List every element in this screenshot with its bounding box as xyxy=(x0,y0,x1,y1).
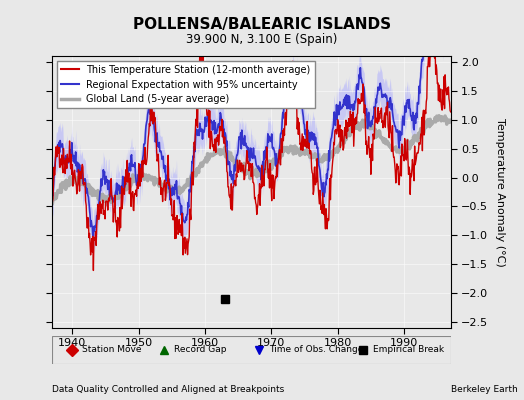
Text: Berkeley Earth: Berkeley Earth xyxy=(451,385,517,394)
Text: Empirical Break: Empirical Break xyxy=(373,346,444,354)
Y-axis label: Temperature Anomaly (°C): Temperature Anomaly (°C) xyxy=(495,118,505,266)
Text: 39.900 N, 3.100 E (Spain): 39.900 N, 3.100 E (Spain) xyxy=(187,33,337,46)
Text: Station Move: Station Move xyxy=(82,346,142,354)
Text: Time of Obs. Change: Time of Obs. Change xyxy=(269,346,364,354)
Legend: This Temperature Station (12-month average), Regional Expectation with 95% uncer: This Temperature Station (12-month avera… xyxy=(57,61,314,108)
Text: Record Gap: Record Gap xyxy=(174,346,226,354)
Text: Data Quality Controlled and Aligned at Breakpoints: Data Quality Controlled and Aligned at B… xyxy=(52,385,285,394)
Text: POLLENSA/BALEARIC ISLANDS: POLLENSA/BALEARIC ISLANDS xyxy=(133,17,391,32)
